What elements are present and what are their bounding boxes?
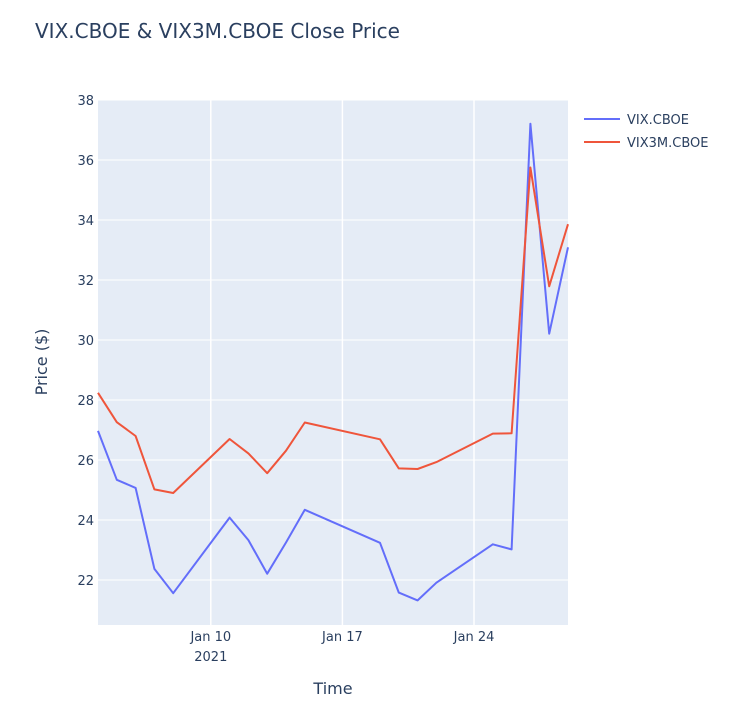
x-axis-title: Time <box>312 679 352 698</box>
x-tick-sublabel: 2021 <box>194 650 227 665</box>
y-tick-label: 32 <box>77 274 94 289</box>
y-tick-label: 30 <box>77 334 94 349</box>
chart-title: VIX.CBOE & VIX3M.CBOE Close Price <box>35 19 400 43</box>
y-tick-label: 38 <box>77 94 94 109</box>
legend-label: VIX3M.CBOE <box>627 136 708 151</box>
legend-item[interactable]: VIX.CBOE <box>584 113 689 128</box>
legend[interactable]: VIX.CBOE VIX3M.CBOE <box>584 113 708 151</box>
grid <box>98 99 568 625</box>
y-tick-label: 22 <box>77 574 94 589</box>
series-line-1 <box>97 122 569 602</box>
y-tick-labels: 22 24 26 28 30 32 34 36 38 <box>77 94 94 589</box>
y-axis-title: Price ($) <box>32 329 51 396</box>
x-tick-label: Jan 24 <box>453 630 495 645</box>
legend-label: VIX.CBOE <box>627 113 689 128</box>
legend-item[interactable]: VIX3M.CBOE <box>584 136 708 151</box>
series-lines <box>97 122 569 602</box>
y-tick-label: 26 <box>77 454 94 469</box>
x-tick-label: Jan 10 <box>189 630 231 645</box>
series-line-2 <box>97 166 569 494</box>
x-tick-label: Jan 17 <box>321 630 363 645</box>
y-tick-label: 34 <box>77 214 94 229</box>
y-tick-label: 28 <box>77 394 94 409</box>
y-tick-label: 36 <box>77 154 94 169</box>
x-tick-labels: Jan 10 2021 Jan 17 Jan 24 <box>189 630 494 665</box>
y-tick-label: 24 <box>77 514 94 529</box>
plot-area <box>98 100 568 625</box>
